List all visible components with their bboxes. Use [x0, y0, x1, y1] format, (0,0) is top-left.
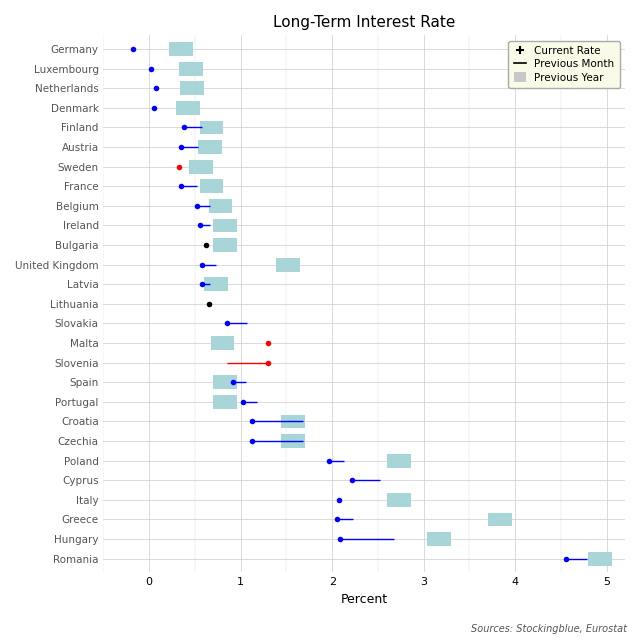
Bar — [209, 199, 232, 212]
Text: Sources: Stockingblue, Eurostat: Sources: Stockingblue, Eurostat — [471, 623, 627, 634]
Bar — [211, 336, 234, 350]
Bar — [170, 42, 193, 56]
Bar — [428, 532, 451, 546]
Legend: Current Rate, Previous Month, Previous Year: Current Rate, Previous Month, Previous Y… — [508, 40, 620, 88]
Bar — [200, 120, 223, 134]
Bar — [387, 454, 411, 468]
Bar — [189, 160, 213, 173]
Title: Long-Term Interest Rate: Long-Term Interest Rate — [273, 15, 456, 30]
Bar — [276, 258, 300, 271]
Bar — [213, 219, 237, 232]
Bar — [200, 179, 223, 193]
Bar — [213, 395, 237, 409]
Bar — [176, 101, 200, 115]
Bar — [179, 62, 204, 76]
Bar — [198, 140, 221, 154]
Bar — [281, 434, 305, 448]
Bar — [588, 552, 612, 566]
Bar — [281, 415, 305, 428]
Bar — [204, 277, 228, 291]
Bar — [180, 81, 204, 95]
Bar — [488, 513, 511, 526]
Bar — [213, 376, 237, 389]
Bar — [213, 238, 237, 252]
Bar — [387, 493, 411, 507]
X-axis label: Percent: Percent — [340, 593, 388, 606]
